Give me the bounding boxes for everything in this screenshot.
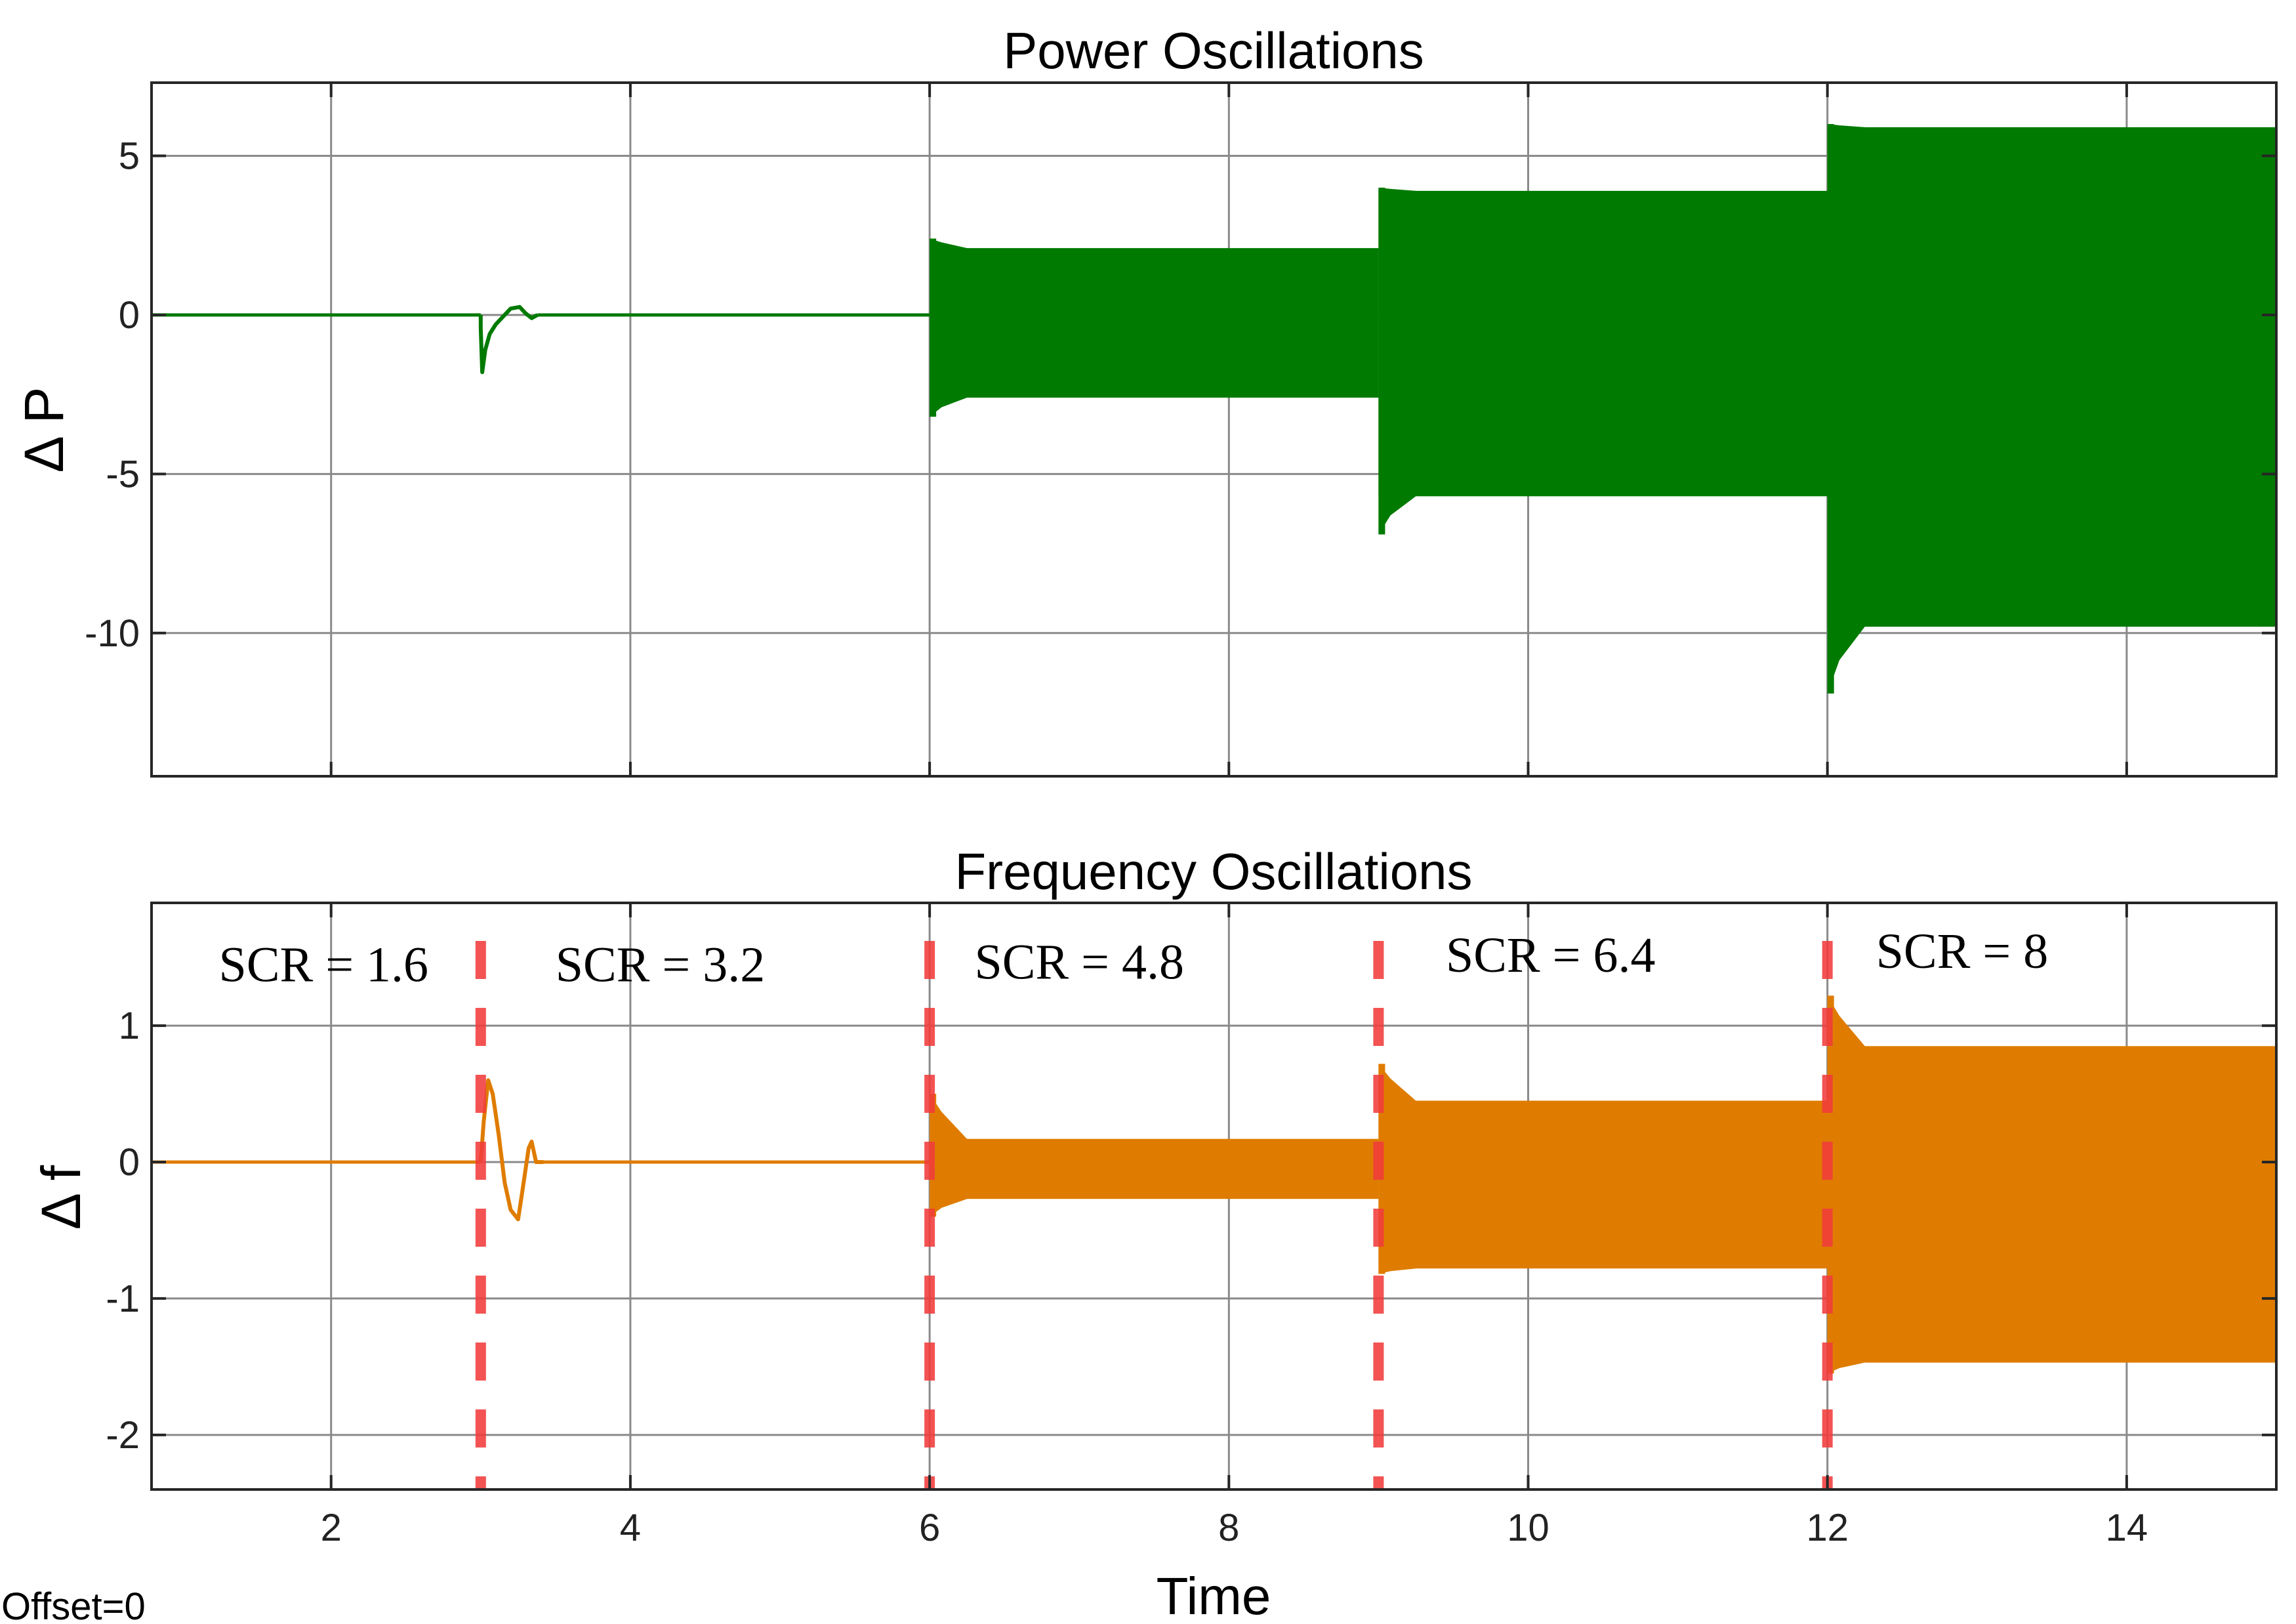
frequency-oscillations-chart: SCR = 1.6 SCR = 3.2 SCR = 4.8 SCR = 6.4 SCR … xyxy=(30,843,2278,1624)
frequency-oscillation-onset xyxy=(1378,1064,1416,1274)
frequency-x-tick-label: 12 xyxy=(1806,1507,1849,1549)
frequency-y-tick-label: -2 xyxy=(106,1414,140,1457)
frequency-axes-frame xyxy=(150,902,2278,1491)
scr-annotation: SCR = 1.6 xyxy=(219,938,429,993)
frequency-oscillation-band xyxy=(1827,1046,2276,1363)
frequency-y-tick-label: -1 xyxy=(106,1278,140,1320)
power-axes-frame xyxy=(150,81,2278,778)
scr-annotation: SCR = 6.4 xyxy=(1446,928,1656,983)
power-y-tick-label: 5 xyxy=(119,135,140,178)
power-y-tick-label: -10 xyxy=(85,612,140,655)
power-ticks: 5 0 -5 -10 xyxy=(85,83,2276,776)
power-oscillations-chart: 5 0 -5 -10 Power Oscillations Δ P xyxy=(13,22,2278,778)
power-oscillation-onset xyxy=(930,238,968,417)
frequency-data xyxy=(152,995,2276,1374)
power-oscillation-onset xyxy=(1827,124,1865,694)
power-oscillation-band xyxy=(930,248,1379,398)
frequency-x-tick-label: 6 xyxy=(919,1507,940,1549)
frequency-x-tick-label: 4 xyxy=(620,1507,641,1549)
scr-annotation: SCR = 3.2 xyxy=(556,938,766,993)
power-y-axis-label: Δ P xyxy=(13,387,75,473)
power-oscillation-band xyxy=(1827,127,2276,627)
power-y-tick-label: -5 xyxy=(106,453,140,495)
frequency-x-tick-label: 2 xyxy=(321,1507,342,1549)
frequency-oscillation-band xyxy=(930,1138,1379,1199)
frequency-event-lines xyxy=(475,941,1833,1489)
frequency-series-transient xyxy=(478,1078,544,1222)
frequency-oscillation-onset xyxy=(1827,995,1865,1374)
frequency-annotations: SCR = 1.6 SCR = 3.2 SCR = 4.8 SCR = 6.4 SCR … xyxy=(219,924,2049,993)
power-chart-title: Power Oscillations xyxy=(1003,22,1424,79)
x-axis-label: Time xyxy=(1157,1567,1271,1624)
scr-annotation: SCR = 8 xyxy=(1876,924,2049,979)
power-y-tick-label: 0 xyxy=(119,294,140,337)
frequency-x-tick-label: 14 xyxy=(2106,1507,2148,1549)
frequency-x-tick-label: 8 xyxy=(1218,1507,1239,1549)
scr-annotation: SCR = 4.8 xyxy=(974,934,1184,989)
power-oscillation-band xyxy=(1378,190,1828,497)
frequency-oscillation-onset xyxy=(930,1094,968,1217)
power-data xyxy=(152,124,2276,694)
frequency-x-tick-label: 10 xyxy=(1507,1507,1549,1549)
power-series-transient xyxy=(478,304,539,375)
frequency-y-axis-label: Δ f xyxy=(30,1165,92,1230)
frequency-chart-title: Frequency Oscillations xyxy=(955,843,1473,900)
frequency-oscillation-band xyxy=(1378,1100,1828,1269)
offset-label: Offset=0 xyxy=(1,1585,146,1624)
power-oscillation-onset xyxy=(1378,188,1416,535)
frequency-y-tick-label: 1 xyxy=(119,1005,140,1047)
frequency-y-tick-label: 0 xyxy=(119,1141,140,1184)
